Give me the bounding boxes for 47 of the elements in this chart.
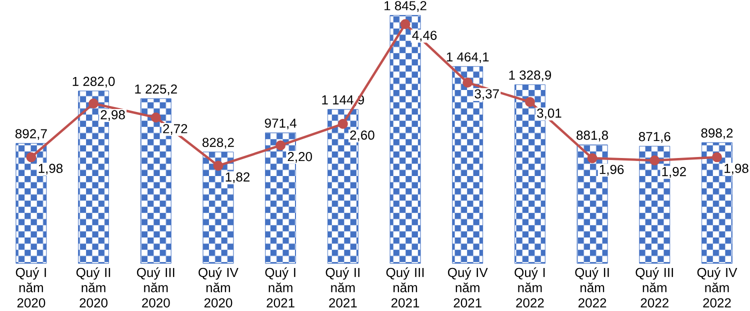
data-label: 881,8 (576, 130, 608, 142)
data-label: 828,2 (202, 138, 234, 148)
data-label: 2,60 (350, 130, 374, 142)
x-tick-label: Quý III năm 2022 (636, 267, 673, 308)
data-label: 3,37 (474, 89, 499, 100)
data-label: 1,98 (38, 164, 63, 174)
data-label: 1 845,2 (384, 0, 426, 12)
data-label: 2,20 (288, 152, 312, 163)
point (462, 78, 473, 88)
data-label: 2,72 (163, 124, 188, 135)
x-tick-label: Quý I năm 2021 (265, 267, 296, 308)
point (88, 98, 99, 108)
point (338, 118, 348, 129)
data-label: 898,2 (701, 128, 733, 140)
point (400, 19, 410, 30)
point (26, 152, 36, 162)
point (150, 112, 161, 122)
data-label: 1,96 (600, 164, 624, 176)
x-tick-label: Quý III năm 2021 (386, 267, 424, 308)
x-tick-label: Quý IV năm 2021 (448, 267, 488, 308)
x-tick-label: Quý III năm 2020 (136, 267, 174, 308)
point (213, 160, 224, 171)
point (524, 96, 535, 107)
data-label: 1 282,0 (72, 76, 115, 88)
x-tick-label: Quý I năm 2022 (514, 267, 545, 308)
point (650, 155, 660, 166)
data-label: 971,4 (264, 118, 296, 130)
x-tick-label: Quý II năm 2022 (575, 267, 609, 308)
x-tick-label: Quý IV năm 2022 (697, 267, 738, 308)
point (712, 152, 722, 162)
data-label: 1 464,1 (446, 52, 489, 63)
data-label: 892,7 (15, 129, 47, 140)
data-label: 871,6 (638, 132, 670, 143)
x-tick-label: Quý II năm 2021 (326, 267, 360, 308)
data-label: 4,46 (412, 30, 437, 42)
data-label: 3,01 (537, 108, 562, 120)
data-label: 2,98 (100, 110, 125, 121)
data-label: 1,98 (724, 164, 748, 174)
data-label: 1 328,9 (509, 70, 552, 82)
data-label: 1 225,2 (135, 84, 177, 96)
point (587, 153, 598, 164)
x-tick-label: Quý I năm 2020 (16, 267, 46, 308)
x-tick-label: Quý II năm 2020 (76, 267, 110, 308)
x-tick-label: Quý IV năm 2020 (198, 267, 238, 308)
data-label: 1,92 (662, 166, 686, 178)
point (276, 140, 286, 150)
data-label: 1,82 (226, 172, 250, 183)
